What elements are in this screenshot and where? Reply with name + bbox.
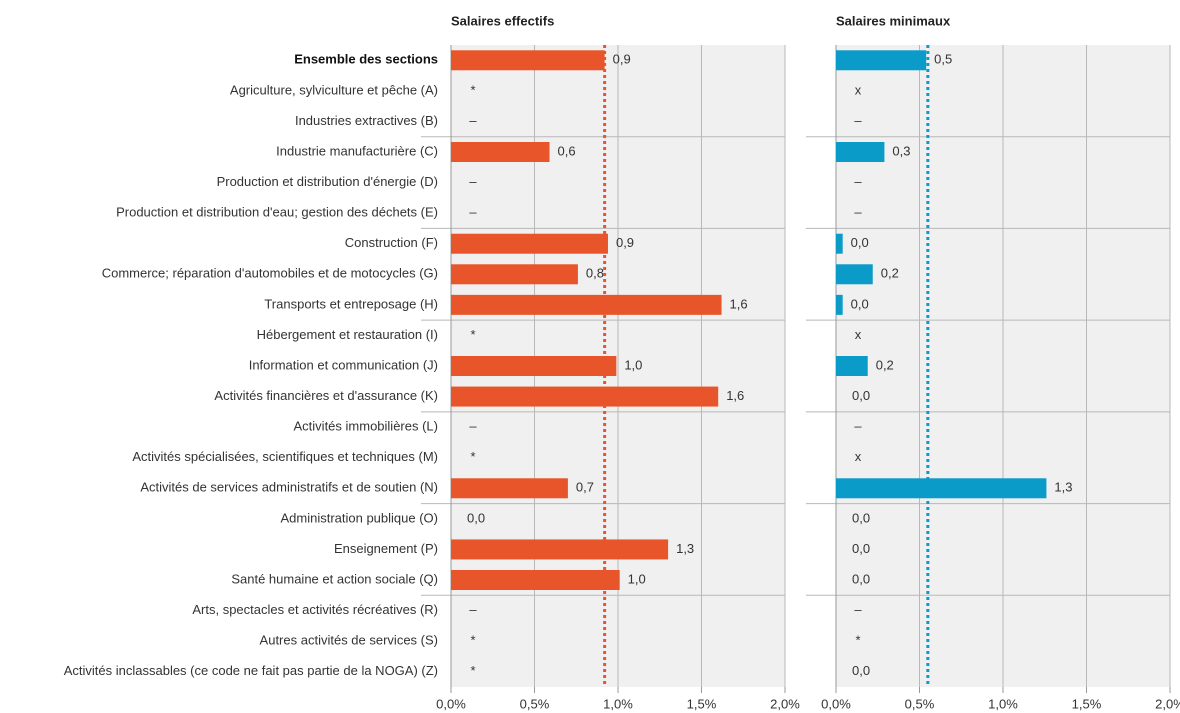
panel-title: Salaires minimaux (836, 13, 951, 28)
value-label: 0,3 (892, 143, 910, 158)
category-label: Santé humaine et action sociale (Q) (231, 571, 438, 586)
value-label: 1,6 (726, 388, 744, 403)
value-label: 0,0 (852, 541, 870, 556)
value-label: – (469, 113, 477, 128)
category-label: Industrie manufacturière (C) (276, 143, 438, 158)
x-tick-label: 2,0% (1155, 696, 1180, 711)
category-label: Activités spécialisées, scientifiques et… (132, 449, 438, 464)
value-label: – (854, 602, 862, 617)
category-label: Autres activités de services (S) (260, 633, 438, 648)
x-tick-label: 2,0% (770, 696, 800, 711)
value-label: – (469, 602, 477, 617)
value-label: 1,6 (730, 296, 748, 311)
category-label: Industries extractives (B) (295, 113, 438, 128)
category-label: Arts, spectacles et activités récréative… (192, 602, 438, 617)
value-label: 0,9 (613, 52, 631, 67)
x-tick-label: 0,0% (821, 696, 851, 711)
bar (451, 539, 669, 560)
value-label: 0,6 (558, 143, 576, 158)
x-tick-label: 1,5% (1072, 696, 1102, 711)
value-label: * (470, 663, 475, 678)
value-label: * (470, 82, 475, 97)
x-tick-label: 1,0% (988, 696, 1018, 711)
bar (836, 264, 873, 285)
value-label: x (855, 449, 862, 464)
value-label: 0,0 (851, 235, 869, 250)
category-label: Activités de services administratifs et … (140, 480, 438, 495)
bar (836, 356, 868, 376)
x-tick-label: 1,0% (603, 696, 633, 711)
value-label: 0,5 (934, 52, 952, 67)
value-label: x (855, 327, 862, 342)
bar (836, 294, 843, 315)
value-label: 0,2 (876, 357, 894, 372)
bar (451, 264, 578, 285)
value-label: 0,0 (852, 663, 870, 678)
category-label: Construction (F) (345, 235, 438, 250)
category-label: Information et communication (J) (249, 357, 438, 372)
bar (451, 50, 605, 71)
value-label: – (469, 419, 477, 434)
category-label: Activités immobilières (L) (294, 419, 438, 434)
bar (451, 233, 608, 254)
bar (836, 478, 1047, 499)
category-label: Commerce; réparation d'automobiles et de… (102, 266, 438, 281)
value-label: – (854, 419, 862, 434)
value-label: 0,9 (616, 235, 634, 250)
x-tick-label: 0,0% (436, 696, 466, 711)
category-label: Transports et entreposage (H) (264, 296, 438, 311)
category-label: Activités inclassables (ce code ne fait … (64, 663, 438, 678)
bar (836, 142, 885, 162)
value-label: 1,0 (628, 571, 646, 586)
bar (451, 356, 617, 376)
bar (451, 386, 719, 407)
value-label: – (469, 174, 477, 189)
value-label: 1,0 (624, 357, 642, 372)
value-label: 0,0 (852, 388, 870, 403)
bar (836, 233, 843, 254)
value-label: 1,3 (1054, 480, 1072, 495)
bar (451, 478, 568, 499)
value-label: 0,8 (586, 266, 604, 281)
category-label: Production et distribution d'eau; gestio… (116, 205, 438, 220)
value-label: 0,7 (576, 480, 594, 495)
x-tick-label: 0,5% (905, 696, 935, 711)
category-label: Enseignement (P) (334, 541, 438, 556)
value-label: 1,3 (676, 541, 694, 556)
bar (451, 570, 620, 590)
value-label: 0,0 (852, 571, 870, 586)
value-label: – (854, 205, 862, 220)
value-label: 0,0 (467, 510, 485, 525)
bar (451, 142, 550, 162)
bar (836, 50, 927, 71)
category-label: Agriculture, sylviculture et pêche (A) (230, 82, 438, 97)
value-label: x (855, 82, 862, 97)
value-label: – (854, 113, 862, 128)
value-label: – (854, 174, 862, 189)
panel-title: Salaires effectifs (451, 13, 554, 28)
value-label: – (469, 205, 477, 220)
x-tick-label: 1,5% (687, 696, 717, 711)
value-label: * (855, 633, 860, 648)
x-tick-label: 0,5% (520, 696, 550, 711)
category-label: Production et distribution d'énergie (D) (217, 174, 438, 189)
category-label: Hébergement et restauration (I) (257, 327, 438, 342)
value-label: 0,0 (851, 296, 869, 311)
value-label: 0,2 (881, 266, 899, 281)
category-label: Ensemble des sections (294, 52, 438, 67)
value-label: * (470, 449, 475, 464)
category-label: Activités financières et d'assurance (K) (214, 388, 438, 403)
bar (451, 294, 722, 315)
value-label: * (470, 327, 475, 342)
category-label: Administration publique (O) (280, 510, 438, 525)
value-label: * (470, 633, 475, 648)
value-label: 0,0 (852, 510, 870, 525)
